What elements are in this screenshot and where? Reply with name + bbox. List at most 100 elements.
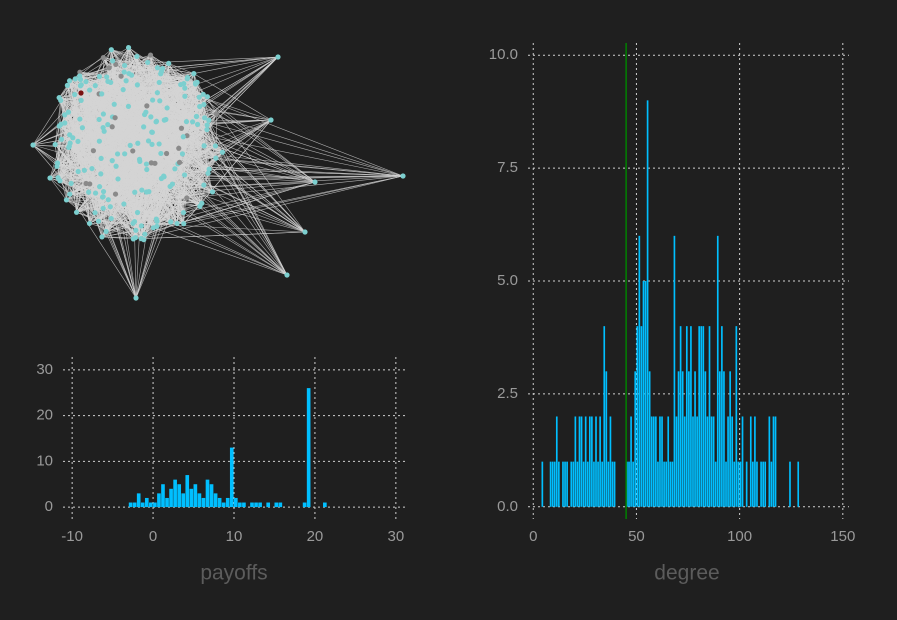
- node: [154, 90, 160, 96]
- bar: [181, 493, 186, 508]
- y-tick-label: 0: [45, 498, 53, 515]
- node: [56, 123, 62, 129]
- edge: [133, 231, 306, 240]
- node: [191, 70, 197, 77]
- node: [164, 105, 170, 111]
- bar: [136, 493, 141, 508]
- node: [75, 138, 81, 145]
- node: [168, 219, 174, 225]
- bar: [189, 488, 194, 508]
- edge: [101, 119, 272, 238]
- edge: [91, 93, 102, 169]
- node: [89, 165, 95, 172]
- edge: [153, 227, 288, 276]
- node: [206, 166, 212, 172]
- edge: [124, 56, 279, 73]
- edge: [99, 76, 184, 84]
- node: [109, 158, 115, 164]
- node: [206, 117, 212, 123]
- bar: [692, 416, 694, 507]
- edge: [156, 119, 272, 123]
- node: [122, 151, 128, 157]
- node: [63, 197, 70, 203]
- edge: [49, 177, 138, 213]
- node: [56, 95, 62, 101]
- node: [141, 124, 147, 130]
- edge: [150, 54, 188, 80]
- bar: [205, 479, 210, 508]
- node: [139, 187, 145, 193]
- node: [201, 182, 207, 188]
- y-tick-label: 20: [36, 407, 53, 424]
- bar: [555, 416, 558, 507]
- bar: [173, 479, 177, 508]
- edge: [135, 181, 316, 231]
- node: [148, 114, 154, 120]
- edge: [107, 81, 316, 183]
- node: [182, 93, 188, 99]
- node: [268, 117, 274, 123]
- node: [157, 98, 163, 104]
- bar: [681, 371, 684, 507]
- bar: [599, 416, 601, 507]
- bar: [669, 461, 672, 507]
- edge: [56, 100, 62, 167]
- edge: [49, 159, 140, 179]
- node: [106, 65, 112, 71]
- edge: [56, 166, 145, 240]
- node: [180, 209, 187, 216]
- node: [92, 190, 99, 196]
- node: [121, 201, 127, 207]
- node: [201, 143, 207, 149]
- bar: [213, 493, 218, 508]
- edge: [206, 56, 279, 130]
- bar: [570, 461, 573, 507]
- axis-label: payoffs: [200, 562, 267, 585]
- edge: [59, 125, 306, 233]
- bar: [551, 461, 554, 507]
- edge: [32, 137, 73, 146]
- edge: [70, 106, 200, 144]
- bar: [302, 502, 307, 508]
- node: [209, 189, 216, 195]
- edge: [57, 177, 137, 299]
- edge: [101, 236, 134, 240]
- node: [86, 189, 92, 195]
- node: [174, 220, 180, 227]
- node: [178, 125, 185, 131]
- node: [108, 215, 114, 222]
- bar: [603, 326, 606, 507]
- node: [145, 138, 152, 144]
- bar: [580, 416, 583, 507]
- bar: [718, 371, 721, 507]
- node: [166, 60, 172, 66]
- x-tick-label: 20: [307, 528, 324, 545]
- bar: [250, 502, 254, 508]
- bar: [754, 416, 756, 507]
- node: [194, 121, 201, 127]
- node: [92, 83, 98, 89]
- x-tick-label: 100: [727, 528, 752, 545]
- edge: [89, 89, 306, 233]
- edge: [32, 126, 144, 146]
- x-tick-label: 150: [830, 528, 855, 545]
- node: [184, 195, 190, 201]
- edge: [196, 116, 288, 276]
- bar: [671, 461, 674, 507]
- edge: [32, 144, 89, 193]
- bar: [578, 416, 581, 507]
- bar: [677, 371, 680, 507]
- y-tick-label: 0.0: [497, 498, 518, 515]
- bar: [729, 371, 731, 507]
- node: [68, 180, 74, 186]
- node: [275, 54, 281, 60]
- bar: [165, 497, 169, 508]
- node: [110, 58, 116, 64]
- bar: [679, 326, 682, 507]
- node: [180, 134, 186, 140]
- node: [145, 59, 151, 66]
- edge: [117, 153, 316, 183]
- node: [72, 91, 78, 98]
- node: [96, 116, 102, 123]
- x-tick-label: 0: [529, 528, 537, 545]
